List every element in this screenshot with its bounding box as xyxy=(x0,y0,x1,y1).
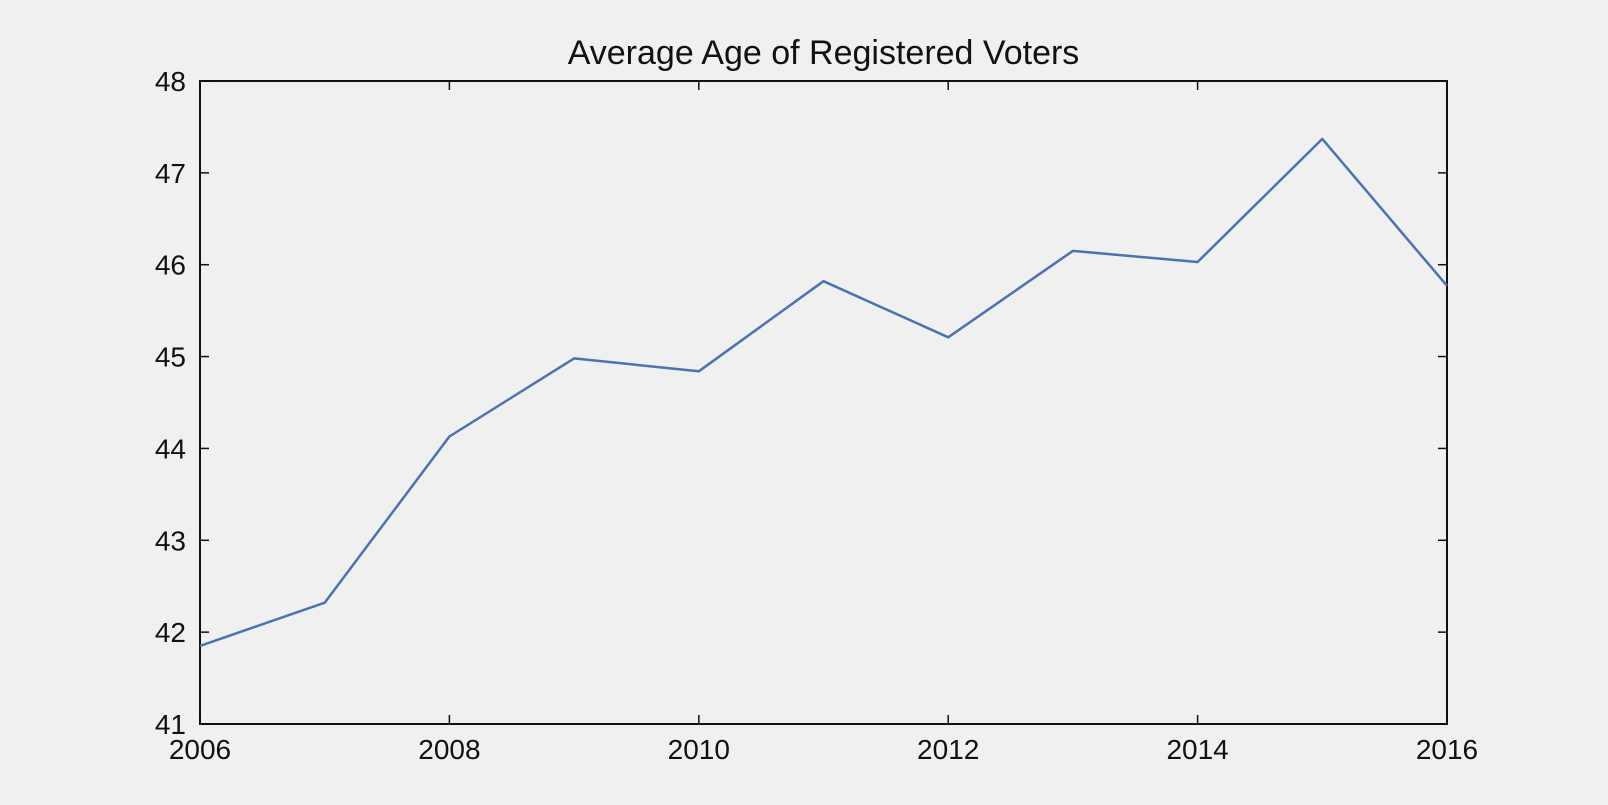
plot-frame xyxy=(199,80,1448,725)
x-tick-label: 2008 xyxy=(418,734,480,765)
plot-area xyxy=(199,80,1448,725)
chart-title: Average Age of Registered Voters xyxy=(568,34,1080,72)
y-tick-label: 41 xyxy=(155,709,186,740)
y-tick-label: 42 xyxy=(155,617,186,648)
x-tick-label: 2016 xyxy=(1416,734,1478,765)
x-axis: 2006 2008 2010 2012 2014 2016 xyxy=(169,81,1478,765)
series-line xyxy=(199,137,1448,648)
x-tick-label: 2006 xyxy=(169,734,231,765)
x-tick-label: 2012 xyxy=(917,734,979,765)
y-tick-label: 45 xyxy=(155,342,186,373)
y-tick-label: 44 xyxy=(155,433,186,464)
x-tick-label: 2014 xyxy=(1166,734,1228,765)
y-tick-label: 43 xyxy=(155,525,186,556)
y-axis: 41 42 43 44 45 46 47 48 xyxy=(155,66,1447,740)
y-tick-label: 46 xyxy=(155,250,186,281)
x-tick-label: 2010 xyxy=(668,734,730,765)
y-tick-label: 47 xyxy=(155,158,186,189)
series-layer xyxy=(199,137,1448,648)
y-tick-label: 48 xyxy=(155,66,186,97)
